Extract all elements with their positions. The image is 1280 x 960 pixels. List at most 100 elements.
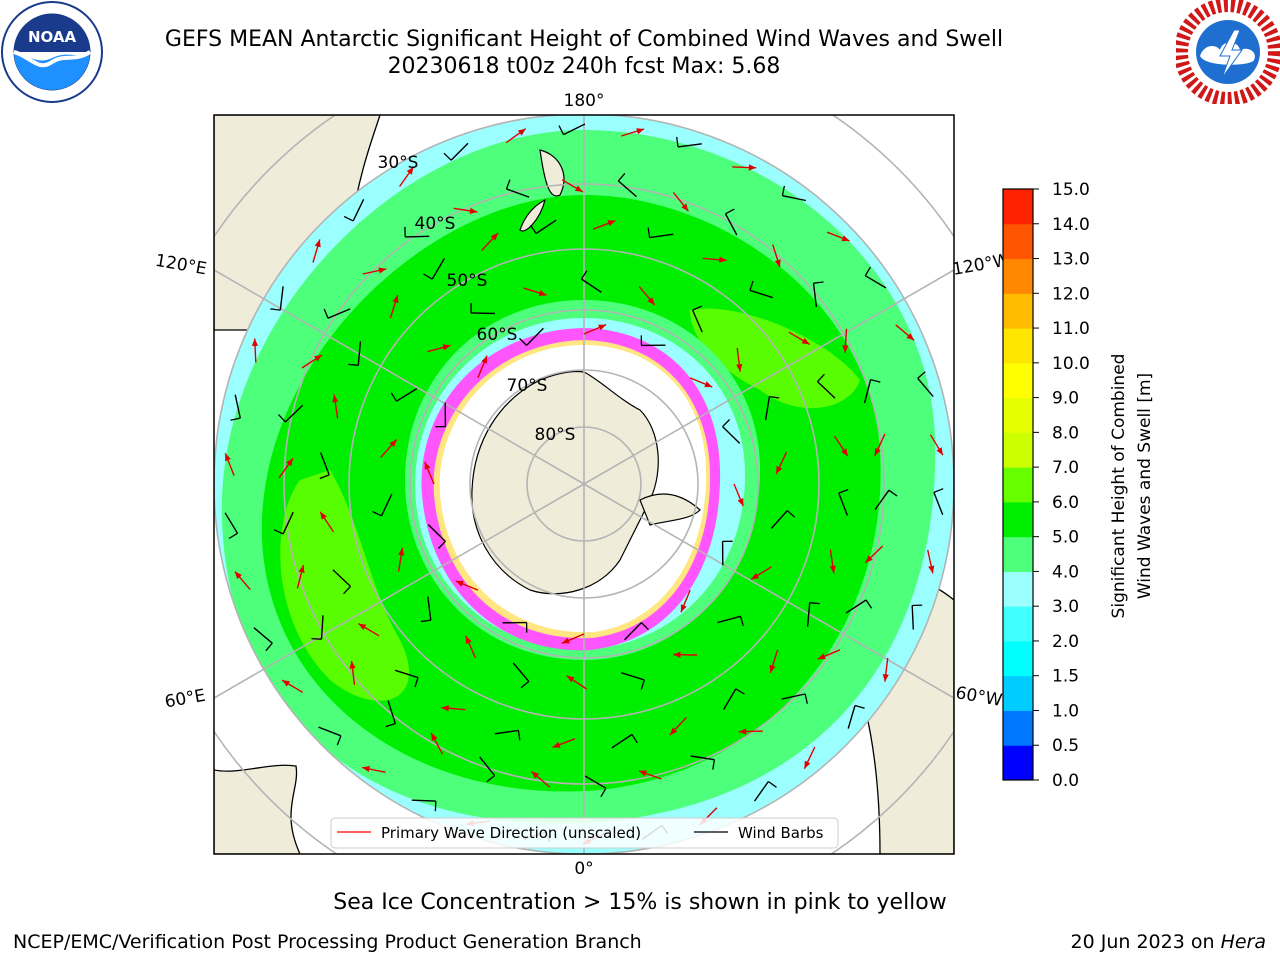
colorbar-segment — [1003, 675, 1033, 711]
wind-barb-flag — [781, 185, 786, 196]
lon-label-lower-right: 60°W — [954, 683, 1004, 711]
wave-direction-arrowhead — [751, 572, 760, 580]
nws-logo-icon — [1176, 0, 1280, 104]
wind-barb — [279, 286, 284, 311]
wind-barb — [427, 524, 446, 542]
wind-barb — [282, 511, 294, 535]
colorbar-tick-label: 12.0 — [1052, 284, 1090, 304]
wave-direction-arrowhead — [378, 267, 387, 274]
wind-barb — [224, 512, 239, 534]
wave-direction-arrowhead — [455, 580, 464, 587]
colorbar-segment — [1003, 293, 1033, 329]
lon-label-bottom: 0° — [574, 859, 593, 879]
wind-barb — [320, 615, 324, 640]
wave-direction-arrowhead — [736, 363, 743, 372]
colorbar-segment — [1003, 536, 1033, 572]
lat-label-30s: 30°S — [378, 153, 419, 173]
wave-direction-arrowhead — [566, 675, 575, 683]
wind-barb — [874, 489, 890, 511]
wind-barb-flag — [336, 735, 342, 746]
colorbar-segment — [1003, 362, 1033, 399]
wind-barb — [479, 756, 496, 777]
wind-barb-flag — [423, 273, 433, 280]
wave-direction-arrowhead — [681, 203, 689, 212]
wind-barb — [512, 662, 530, 682]
footer-date: 20 Jun 2023 on Hera — [1071, 931, 1266, 953]
wind-barb-flag — [437, 540, 446, 549]
map-border — [213, 114, 955, 855]
footer-machine: Hera — [1220, 931, 1266, 953]
chart-subtitle: 20230618 t00z 240h fcst Max: 5.68 — [387, 54, 781, 79]
wind-barb — [563, 123, 586, 136]
wind-barb-flag — [443, 152, 452, 161]
wave-direction-arrowhead — [636, 128, 645, 135]
noaa-logo-text: NOAA — [28, 28, 77, 46]
wind-barb-flag — [865, 599, 873, 609]
wave-band-5-6-west — [280, 470, 410, 701]
wave-direction-arrowhead — [882, 674, 889, 682]
colorbar-tick-label: 4.0 — [1052, 562, 1079, 582]
wave-direction-arrowhead — [817, 653, 826, 660]
colorbar-tick-label: 0.0 — [1052, 771, 1079, 791]
wind-barb — [396, 388, 418, 402]
wind-barb — [494, 729, 519, 735]
wind-barb-flag — [505, 179, 511, 190]
wind-barb-flag — [486, 775, 496, 783]
wind-barb — [352, 198, 365, 222]
wave-direction-arrowhead — [442, 344, 451, 351]
wave-direction-arrowhead — [769, 664, 776, 673]
wind-barb-flag — [385, 722, 396, 728]
wave-direction-arrowhead — [928, 565, 935, 574]
wind-barb-flag — [323, 308, 329, 319]
wind-barb-flag — [722, 419, 731, 428]
antarctica-land — [471, 370, 659, 595]
colorbar-tick-label: 11.0 — [1052, 319, 1090, 339]
wave-direction-arrowhead — [552, 741, 561, 748]
colorbar-tick-label: 14.0 — [1052, 215, 1090, 235]
wave-direction-arrowhead — [398, 547, 405, 556]
wind-barb — [234, 394, 241, 419]
wave-direction-arrowhead — [531, 771, 540, 779]
wind-barb — [724, 213, 738, 236]
colorbar-tick-label: 0.5 — [1052, 736, 1079, 756]
wind-barb-flag — [647, 227, 651, 238]
colorbar-segment — [1003, 606, 1033, 642]
wind-barb — [722, 426, 741, 444]
colorbar-tick-label: 1.5 — [1052, 667, 1079, 687]
wind-barb-flag — [580, 270, 588, 280]
wave-direction-arrowhead — [538, 290, 547, 296]
wind-barb-flag — [888, 489, 898, 497]
wave-direction-arrowhead — [719, 256, 727, 263]
wave-direction-arrowhead — [829, 565, 836, 574]
africa-land — [214, 764, 301, 854]
new-zealand-land — [519, 149, 565, 232]
wave-direction-arrowhead — [804, 760, 811, 769]
wind-barb — [812, 283, 818, 308]
lat-label-40s: 40°S — [415, 214, 456, 234]
colorbar-tick-label: 5.0 — [1052, 528, 1079, 548]
wave-direction-arrowhead — [251, 338, 259, 346]
colorbar-tick-label: 15.0 — [1052, 180, 1090, 200]
wind-barb — [611, 733, 633, 749]
wind-barb-flag — [735, 688, 745, 695]
lat-label-60s: 60°S — [477, 325, 518, 345]
colorbar-segment — [1003, 397, 1033, 433]
colorbar: 0.0 0.5 1.0 1.5 2.0 3.0 4.0 5.0 6.0 7.0 8.0 9.0 10.0… — [1002, 180, 1090, 791]
colorbar-tick-label: 3.0 — [1052, 597, 1079, 617]
wind-barb-flag — [519, 337, 528, 346]
chart-title: GEFS MEAN Antarctic Significant Height o… — [164, 27, 1004, 52]
wave-direction-arrowhead — [358, 623, 367, 630]
wind-barb — [691, 309, 703, 333]
colorbar-tick-label: 1.0 — [1052, 701, 1079, 721]
wind-barb — [649, 233, 674, 239]
colorbar-tick-label: 10.0 — [1052, 354, 1090, 374]
wind-barb — [394, 669, 419, 679]
wind-barb-flag — [725, 208, 735, 215]
wave-direction-arrowhead — [936, 447, 943, 456]
wave-direction-arrowhead — [801, 338, 810, 345]
wind-barb — [526, 327, 544, 346]
wind-barb-flag — [517, 730, 521, 741]
colorbar-tick-label: 2.0 — [1052, 632, 1079, 652]
colorbar-label-line1: Significant Height of Combined — [1109, 354, 1129, 619]
